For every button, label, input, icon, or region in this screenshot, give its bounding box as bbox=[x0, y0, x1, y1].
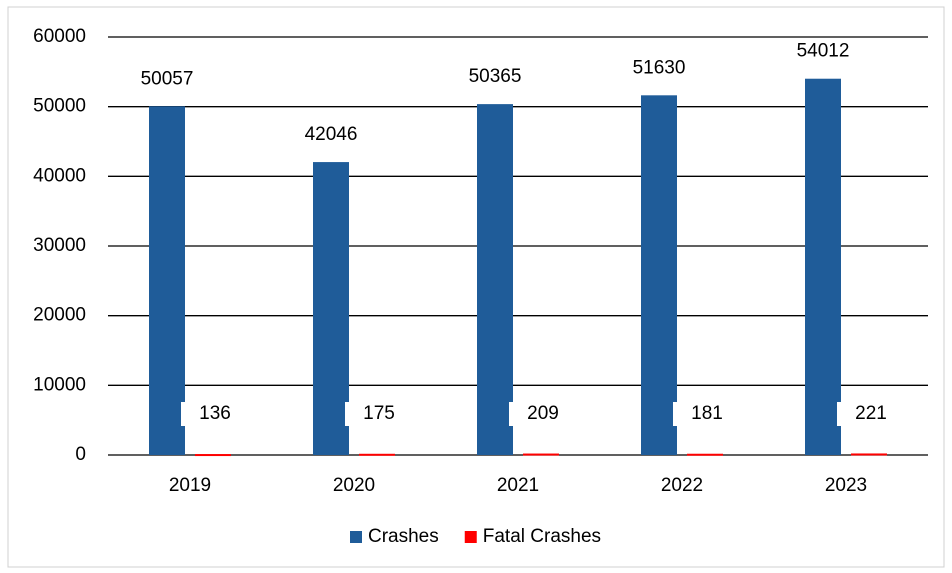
data-label-bg bbox=[627, 56, 691, 81]
y-tick-label: 20000 bbox=[33, 305, 86, 326]
data-label-bg bbox=[463, 65, 527, 90]
data-label-bg bbox=[135, 67, 199, 92]
y-tick-label: 0 bbox=[75, 444, 86, 465]
y-tick-label: 60000 bbox=[33, 26, 86, 47]
x-tick-label: 2021 bbox=[497, 475, 539, 496]
bar bbox=[359, 453, 395, 456]
bar bbox=[313, 162, 349, 455]
data-label: 50057 bbox=[141, 68, 194, 89]
data-label-bg bbox=[791, 39, 855, 64]
data-label: 54012 bbox=[797, 41, 850, 62]
bar bbox=[687, 453, 723, 456]
data-label: 50365 bbox=[469, 66, 522, 87]
data-label: 136 bbox=[199, 403, 231, 424]
data-label: 51630 bbox=[633, 57, 686, 78]
data-label: 175 bbox=[363, 403, 395, 424]
legend-swatch bbox=[464, 531, 477, 543]
x-tick-label: 2023 bbox=[825, 475, 867, 496]
bar bbox=[477, 104, 513, 455]
y-tick-label: 40000 bbox=[33, 165, 86, 186]
data-label: 209 bbox=[527, 403, 559, 424]
data-label: 221 bbox=[855, 403, 887, 424]
legend-swatch bbox=[350, 531, 362, 543]
bar bbox=[195, 454, 231, 457]
bar bbox=[523, 453, 559, 456]
legend-label: Crashes bbox=[368, 526, 439, 547]
data-label: 181 bbox=[691, 403, 723, 424]
bar bbox=[851, 453, 887, 456]
y-tick-label: 10000 bbox=[33, 374, 86, 395]
x-tick-label: 2019 bbox=[169, 475, 211, 496]
y-tick-label: 30000 bbox=[33, 235, 86, 256]
data-label-bg bbox=[673, 402, 737, 426]
data-label-bg bbox=[181, 402, 245, 426]
data-label-bg bbox=[345, 402, 409, 426]
data-label-bg bbox=[509, 402, 573, 426]
bar bbox=[805, 78, 841, 455]
bar bbox=[149, 106, 185, 456]
x-tick-label: 2022 bbox=[661, 475, 703, 496]
bar bbox=[641, 95, 677, 455]
y-tick-label: 50000 bbox=[33, 96, 86, 117]
legend-label: Fatal Crashes bbox=[483, 526, 601, 547]
data-label-bg bbox=[299, 123, 363, 148]
data-label-bg bbox=[837, 402, 901, 426]
x-tick-label: 2020 bbox=[333, 475, 375, 496]
data-label: 42046 bbox=[305, 124, 358, 145]
